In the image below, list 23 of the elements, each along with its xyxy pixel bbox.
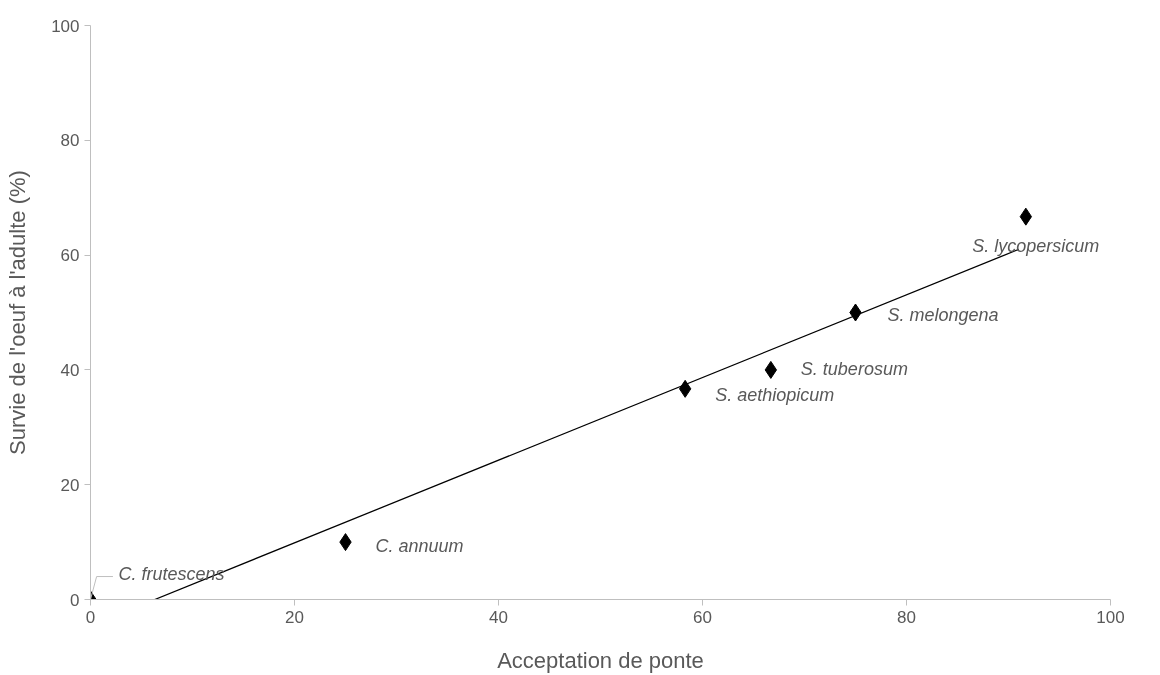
y-tick-label: 0 (70, 590, 80, 610)
annotation: S. aethiopicum (715, 384, 835, 405)
x-tick-label: 40 (489, 607, 508, 627)
point (1019, 207, 1033, 226)
x-tick-label: 20 (285, 607, 304, 627)
x-tick-label: 60 (693, 607, 712, 627)
y-tick-label: 20 (60, 475, 80, 495)
annotation: S. melongena (887, 304, 999, 325)
x-tick-label: 100 (1096, 607, 1125, 627)
x-tick-label: 0 (85, 607, 96, 627)
x-axis-title: Acceptation de ponte (497, 647, 704, 673)
y-tick-label: 60 (60, 246, 80, 266)
x-tick-label: 80 (897, 607, 916, 627)
annotation: C. annuum (375, 536, 464, 557)
point (764, 360, 778, 379)
annotation: C. frutescens (118, 563, 225, 584)
y-tick-label: 40 (60, 360, 80, 380)
point (678, 379, 692, 398)
y-tick-label: 80 (60, 131, 80, 151)
y-axis-title: Survie de l'oeuf à l'adulte (%) (5, 170, 31, 455)
annotation: S. tuberosum (800, 358, 908, 379)
y-tick-label: 100 (51, 16, 80, 36)
annotation: S. lycopersicum (972, 235, 1100, 256)
